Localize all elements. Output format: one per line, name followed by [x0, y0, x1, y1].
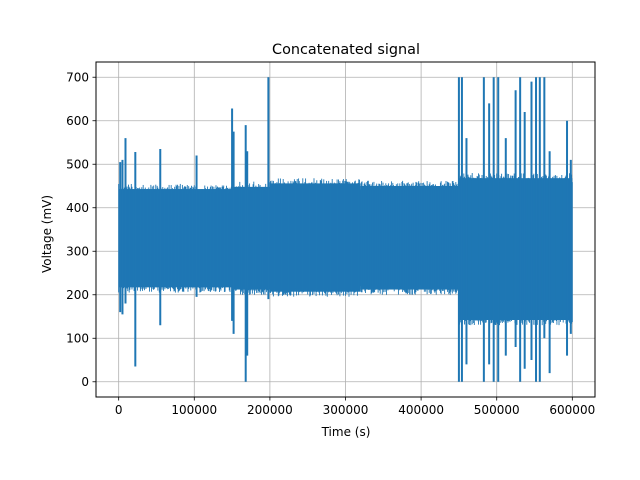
y-tick-label: 100 [66, 332, 89, 346]
signal-band-segment [269, 178, 361, 297]
x-tick-label: 100000 [171, 403, 217, 417]
signal-plot [118, 77, 573, 382]
y-tick-label: 300 [66, 245, 89, 259]
signal-band-segment [360, 180, 460, 295]
y-tick-label: 700 [66, 71, 89, 85]
y-tick-label: 600 [66, 114, 89, 128]
y-axis-ticks: 0 100 200 300 400 500 600 700 [66, 71, 96, 389]
y-tick-label: 500 [66, 158, 89, 172]
x-tick-label: 200000 [247, 403, 293, 417]
x-axis-label: Time (s) [321, 425, 371, 439]
x-tick-label: 400000 [398, 403, 444, 417]
y-tick-label: 200 [66, 288, 89, 302]
y-tick-label: 400 [66, 201, 89, 215]
x-tick-label: 0 [115, 403, 123, 417]
chart-title: Concatenated signal [272, 42, 420, 58]
x-tick-label: 500000 [474, 403, 520, 417]
y-tick-label: 0 [81, 375, 89, 389]
y-axis-label: Voltage (mV) [40, 195, 54, 273]
x-tick-label: 600000 [549, 403, 595, 417]
x-axis-ticks: 0 100000 200000 300000 400000 500000 600000 [115, 397, 595, 417]
signal-band-segment [231, 181, 271, 295]
x-tick-label: 300000 [323, 403, 369, 417]
